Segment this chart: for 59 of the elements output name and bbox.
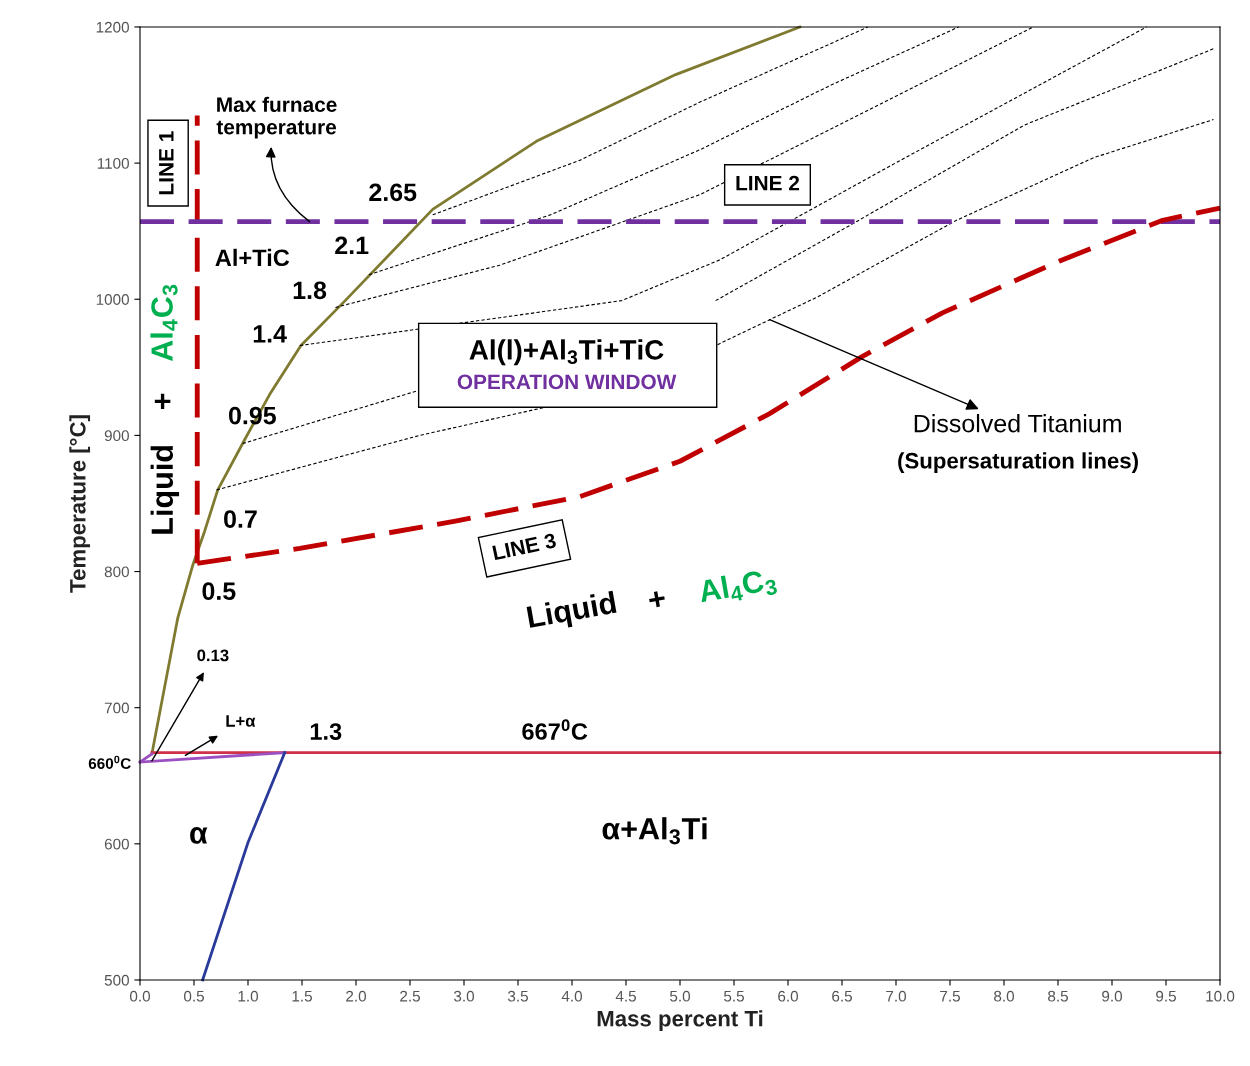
annotation: 1.8 <box>293 281 327 300</box>
annotation: Liquid <box>526 590 618 635</box>
x-tick-label: 9.0 <box>1102 990 1123 1002</box>
text: 660$^{0}$C <box>88 755 131 769</box>
x-tick-label: 6.0 <box>778 990 799 1002</box>
annotation: Al$_{4}$C$_{3}$ <box>150 284 178 362</box>
x-tick-label: 0.0 <box>129 990 151 1002</box>
y-tick-label: 600 <box>104 838 129 850</box>
annotation: Max furnace temperature <box>216 96 337 139</box>
annotation: 0.13 <box>197 649 229 662</box>
x-tick-label: 5.0 <box>669 990 691 1002</box>
annotation: 2.1 <box>335 236 369 254</box>
x-tick-label: 4.5 <box>615 990 636 1002</box>
x-tick-label: 6.5 <box>832 990 852 1002</box>
x-tick-label: 1.0 <box>238 990 259 1002</box>
x-tick-label: 0.5 <box>183 990 204 1002</box>
x-tick-label: 3.0 <box>453 990 475 1002</box>
x-tick-label: 3.5 <box>507 990 528 1002</box>
x-tick-label: 7.5 <box>940 990 960 1002</box>
y-axis-title: Temperature [°C] <box>69 415 91 593</box>
annotation: 0.5 <box>202 582 236 601</box>
annotation: 667$^{0}$C <box>522 719 588 740</box>
annotation: 1.3 <box>310 723 342 740</box>
series-label: LINE 2 <box>736 175 800 191</box>
text: LINE 3 <box>492 532 557 561</box>
y-tick-label: 1100 <box>97 157 129 169</box>
annotation: L+α <box>226 715 256 727</box>
annotation: + <box>154 393 171 409</box>
y-tick-label: 1000 <box>96 294 129 305</box>
annotation: Al$_{4}$C$_{3}$ <box>697 567 778 608</box>
x-tick-label: 8.5 <box>1048 990 1068 1002</box>
x-tick-label: 5.5 <box>723 990 744 1002</box>
annotation: Liquid <box>150 446 180 534</box>
annotation: α+Al$_{3}$Ti <box>602 817 707 845</box>
annotation: 2.65 <box>369 183 417 202</box>
annotation: 1.4 <box>253 325 287 343</box>
annotation: Al+TiC <box>215 248 290 267</box>
annotation: (Supersaturation lines) <box>898 452 1138 473</box>
annotation: Al(l)+Al$_{3}$Ti+TiC <box>469 339 664 366</box>
x-tick-label: 2.0 <box>346 990 367 1002</box>
y-tick-label: 700 <box>104 702 129 714</box>
annotation: Dissolved Titanium <box>914 414 1121 433</box>
annotation: α <box>190 827 208 844</box>
x-axis-title: Mass percent Ti <box>597 1010 763 1031</box>
x-tick-label: 9.5 <box>1156 990 1176 1002</box>
y-tick-label: 900 <box>104 430 129 442</box>
annotation: 0.7 <box>224 510 257 528</box>
annotation: OPERATION WINDOW <box>457 374 677 390</box>
x-tick-label: 7.0 <box>886 990 907 1002</box>
x-tick-label: 10.0 <box>1206 990 1235 1002</box>
x-tick-label: 1.5 <box>292 990 312 1002</box>
y-tick-label: 1200 <box>96 21 129 33</box>
x-tick-label: 8.0 <box>994 990 1015 1002</box>
x-tick-label: 4.0 <box>561 990 583 1002</box>
x-tick-label: 2.5 <box>400 990 420 1002</box>
y-tick-label: 800 <box>104 566 129 578</box>
annotation: + <box>648 590 666 609</box>
y-tick-label: 500 <box>104 974 129 986</box>
text: LINE 1 <box>159 131 174 195</box>
